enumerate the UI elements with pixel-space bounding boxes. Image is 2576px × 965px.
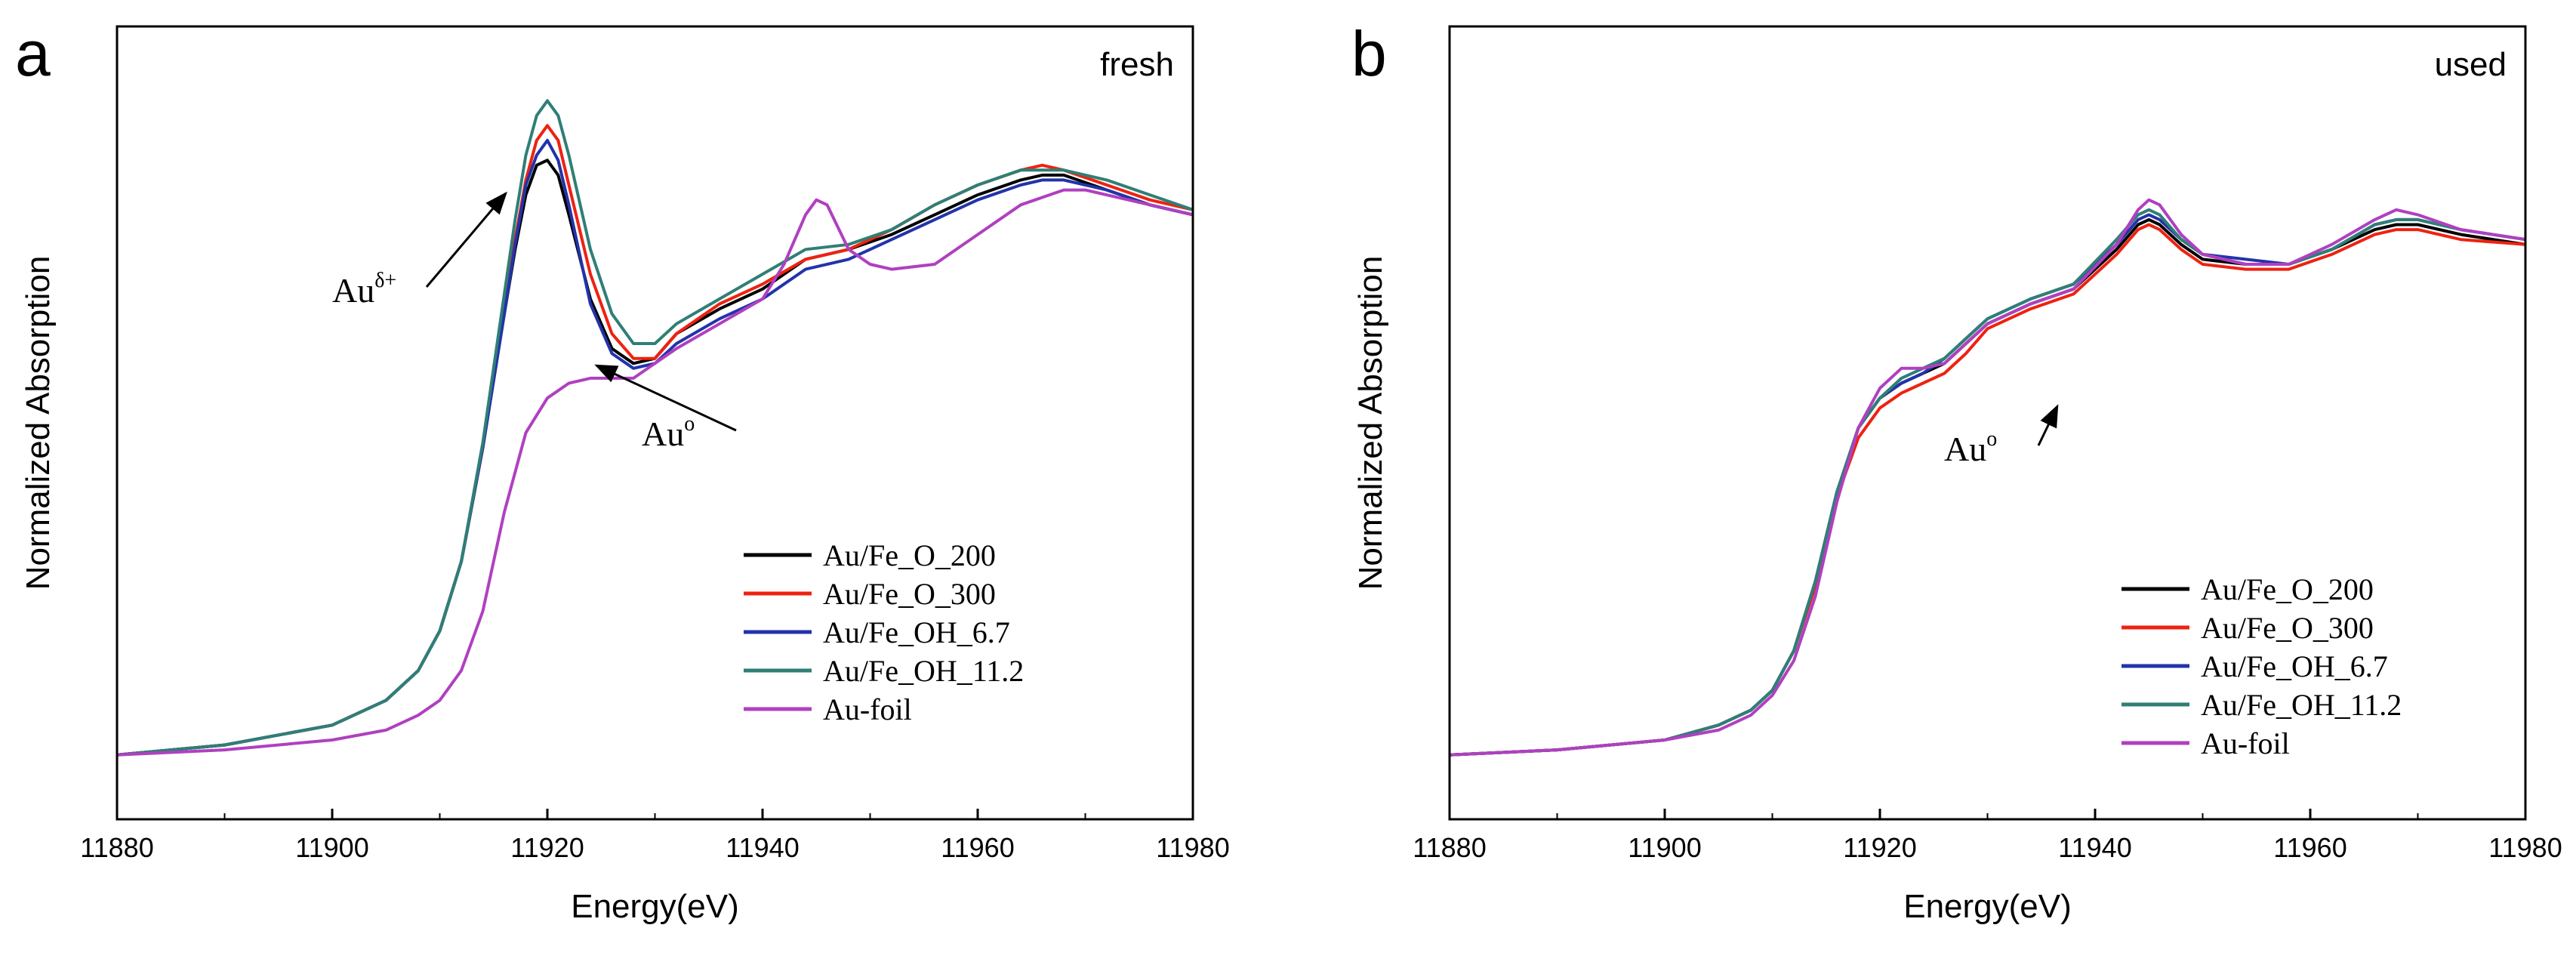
x-axis-label: Energy(eV) [571, 888, 739, 925]
series-line-au-fe-oh-11-2 [1450, 208, 2525, 757]
annotation-label: Auo [642, 412, 695, 453]
x-tick-label: 11920 [1843, 832, 1916, 863]
x-tick-label: 11880 [80, 832, 153, 863]
series-group [117, 99, 1193, 757]
x-tick-label: 11900 [295, 832, 368, 863]
legend-label: Au-foil [2201, 726, 2290, 760]
condition-label: used [2435, 46, 2507, 83]
legend-label: Au/Fe_O_200 [2201, 572, 2374, 606]
x-tick-label: 11980 [1156, 832, 1229, 863]
x-tick-label: 11960 [2273, 832, 2346, 863]
x-tick-label: 11940 [726, 832, 799, 863]
legend-label: Au-foil [823, 692, 912, 726]
annotation-arrow [2037, 404, 2059, 446]
x-tick-label: 11940 [2058, 832, 2131, 863]
annotation: Auδ+ [332, 191, 507, 310]
series-group [1450, 198, 2525, 757]
legend: Au/Fe_O_200 Au/Fe_O_300 Au/Fe_OH_6.7 Au/Fe_… [2122, 572, 2402, 760]
condition-label: fresh [1100, 46, 1174, 83]
annotation-label: Auδ+ [332, 269, 396, 310]
x-tick-label: 11900 [1628, 832, 1701, 863]
annotation-arrow [425, 191, 507, 288]
x-axis-label: Energy(eV) [1903, 888, 2072, 925]
panel-label: b [1351, 18, 1387, 89]
series-line-au-fe-oh-11-2 [117, 99, 1193, 757]
legend-label: Au/Fe_O_300 [2201, 611, 2374, 645]
annotation: Auo [1944, 404, 2059, 468]
legend-label: Au/Fe_OH_11.2 [823, 654, 1024, 688]
chart-panel-b: b 11880 11900 11920 11940 11960 11980 Energy(eV… [1351, 18, 2562, 925]
x-tick-label: 11920 [510, 832, 584, 863]
legend-label: Au/Fe_OH_6.7 [2201, 649, 2388, 683]
chart-panel-a: a 11880 11900 11920 11940 11960 11980 Energy(eV… [15, 18, 1230, 925]
legend-label: Au/Fe_OH_6.7 [823, 615, 1010, 649]
y-axis-label: Normalized Absorption [20, 256, 57, 590]
series-line-au-foil [117, 188, 1193, 757]
series-line-au-foil [1450, 198, 2525, 757]
x-tick-label: 11980 [2488, 832, 2562, 863]
panel-label: a [15, 18, 51, 89]
annotation-label: Auo [1944, 427, 1997, 468]
series-line-au-fe-o-200 [117, 159, 1193, 757]
legend: Au/Fe_O_200 Au/Fe_O_300 Au/Fe_OH_6.7 Au/Fe_… [744, 538, 1024, 726]
legend-label: Au/Fe_OH_11.2 [2201, 688, 2402, 722]
annotation-arrow [594, 364, 737, 432]
annotation: Auo [594, 364, 737, 453]
x-tick-label: 11880 [1413, 832, 1486, 863]
x-tick-label: 11960 [941, 832, 1014, 863]
y-axis-label: Normalized Absorption [1352, 256, 1389, 590]
legend-label: Au/Fe_O_200 [823, 538, 996, 572]
legend-label: Au/Fe_O_300 [823, 577, 996, 611]
